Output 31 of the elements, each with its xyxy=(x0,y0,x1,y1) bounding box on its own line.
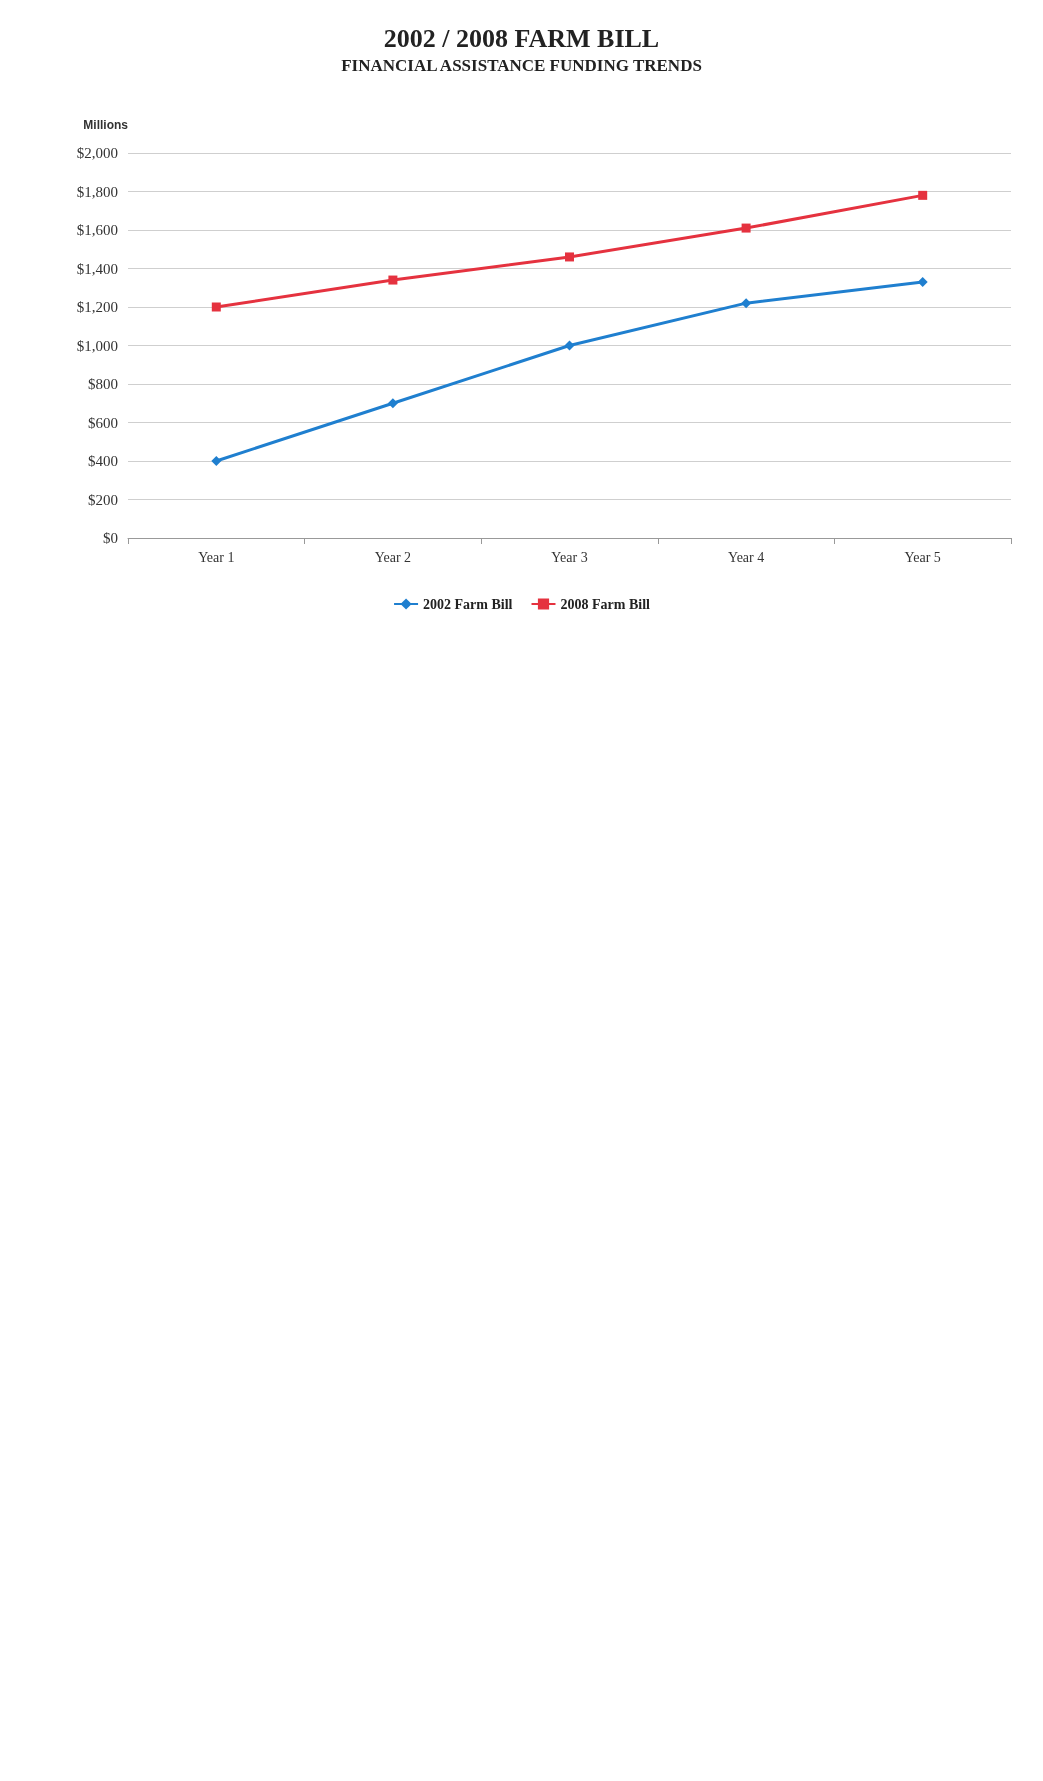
point xyxy=(741,223,751,233)
x-tick-label: Year 3 xyxy=(551,549,588,565)
legend-label: 2008 Farm Bill xyxy=(560,596,651,612)
y-tick-label: $1,200 xyxy=(76,299,118,315)
x-tick-label: Year 4 xyxy=(727,549,765,565)
point xyxy=(741,298,752,309)
y-tick-label: $1,000 xyxy=(76,337,118,354)
y-tick-label: $200 xyxy=(88,491,118,508)
x-tick-label: Year 2 xyxy=(374,549,412,565)
y-tick-label: $0 xyxy=(103,530,118,546)
chart-title: 2002 / 2008 FARM BILL xyxy=(383,23,660,53)
y-tick-label: $1,400 xyxy=(76,260,118,277)
point xyxy=(917,276,928,287)
point xyxy=(565,252,574,262)
point xyxy=(918,190,928,200)
point xyxy=(388,275,398,285)
point xyxy=(211,456,222,466)
x-tick-label: Year 5 xyxy=(904,549,941,565)
point xyxy=(211,302,221,312)
y-tick-label: $800 xyxy=(88,376,118,392)
legend-label: 2002 Farm Bill xyxy=(423,596,513,612)
y-axis-title: Millions xyxy=(83,118,129,132)
chart-subtitle: FINANCIAL ASSISTANCE FUNDING TRENDS xyxy=(341,56,702,75)
y-tick-label: $1,600 xyxy=(76,222,118,238)
y-tick-label: $600 xyxy=(88,414,118,431)
point xyxy=(387,398,398,409)
x-tick-label: Year 1 xyxy=(198,549,235,565)
y-tick-label: $400 xyxy=(88,453,118,469)
point xyxy=(564,340,575,351)
y-tick-label: $1,800 xyxy=(76,183,118,200)
y-tick-label: $2,000 xyxy=(76,145,118,161)
